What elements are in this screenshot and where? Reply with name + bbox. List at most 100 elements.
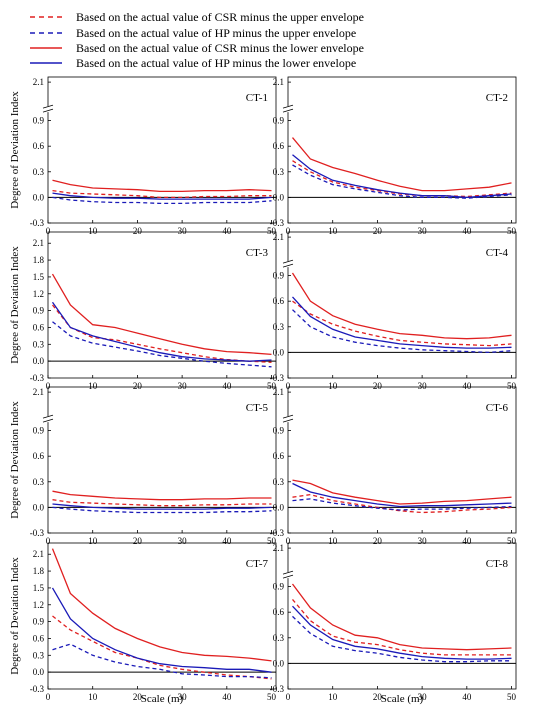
y-tick-label: 2.1 <box>273 387 284 397</box>
series-line-1 <box>292 493 512 514</box>
y-tick-label: 1.2 <box>33 600 44 610</box>
axis-break-gap <box>284 261 292 268</box>
x-tick-label: 50 <box>267 692 277 702</box>
y-tick-label: 0.9 <box>273 271 285 281</box>
series-line-2 <box>292 615 512 663</box>
series-line-2 <box>52 196 272 205</box>
plot-frame <box>287 231 517 379</box>
y-tick-label: 0.6 <box>33 633 45 643</box>
series-line-1 <box>292 160 512 198</box>
y-tick-label: 0.3 <box>273 167 285 177</box>
x-tick-label: 20 <box>133 226 143 236</box>
plot-frame <box>47 542 277 690</box>
axis-break-gap <box>44 416 52 423</box>
y-tick-label: 2.1 <box>33 549 44 559</box>
series-line-4 <box>52 192 272 200</box>
series-line-4 <box>292 296 512 349</box>
x-tick-label: 0 <box>46 536 51 546</box>
plot-frame <box>287 386 517 534</box>
x-tick-label: 50 <box>267 536 277 546</box>
y-tick-label: 0.0 <box>273 347 285 357</box>
y-tick-label: 0.3 <box>273 633 285 643</box>
axis-break-line <box>282 570 294 575</box>
axis-break-marker <box>282 414 294 423</box>
series-line-4 <box>51 301 272 362</box>
legend-label-1: Based on the actual value of CSR minus t… <box>76 10 364 24</box>
y-tick-label: 2.1 <box>273 232 284 242</box>
series-line-3 <box>291 583 512 651</box>
x-tick-label: 10 <box>88 536 98 546</box>
y-tick-label: 0.9 <box>273 116 285 126</box>
y-tick-label: 2.1 <box>273 543 284 553</box>
legend-entry-3: Based on the actual value of CSR minus t… <box>30 41 364 55</box>
x-tick-label: 40 <box>462 692 472 702</box>
series-line-1 <box>52 499 272 507</box>
chart-legend: Based on the actual value of CSR minus t… <box>30 10 364 70</box>
panel-label: CT-8 <box>486 558 509 570</box>
y-tick-label: 0.3 <box>273 477 285 487</box>
y-axis-title: Degree of Deviation Index <box>9 91 21 209</box>
y-tick-label: 2.1 <box>33 238 44 248</box>
x-tick-label: 20 <box>373 692 383 702</box>
x-tick-label: 0 <box>46 381 51 391</box>
y-tick-label: -0.3 <box>270 528 285 538</box>
y-tick-label: 0.6 <box>33 451 45 461</box>
series-line-4 <box>292 605 512 660</box>
series-line-2 <box>292 309 512 354</box>
y-tick-label: 0.0 <box>273 502 285 512</box>
series-line-1 <box>292 300 512 347</box>
x-tick-label: 10 <box>88 226 98 236</box>
panel-ct-2: 0 10 20 30 40 50-0.30.00.30.60.92.1CT-2 <box>270 76 517 236</box>
legend-label-3: Based on the actual value of CSR minus t… <box>76 41 364 55</box>
x-tick-label: 40 <box>222 536 232 546</box>
legend-label-2: Based on the actual value of HP minus th… <box>76 26 356 40</box>
y-tick-label: 0.9 <box>273 582 285 592</box>
panel-label: CT-1 <box>246 92 268 104</box>
series-line-2 <box>52 321 272 368</box>
panel-ct-4: 0 10 20 30 40 50-0.30.00.30.60.92.1CT-4 <box>270 231 517 391</box>
y-tick-label: 0.0 <box>33 667 45 677</box>
x-tick-label: 20 <box>133 692 143 702</box>
x-tick-label: 20 <box>133 381 143 391</box>
x-tick-label: 20 <box>373 381 383 391</box>
x-axis-title: Scale (m) <box>141 693 184 705</box>
y-tick-label: -0.3 <box>270 684 285 694</box>
series-line-1 <box>52 615 272 680</box>
x-tick-label: 30 <box>178 692 188 702</box>
x-tick-label: 0 <box>286 226 291 236</box>
panel-ct-8: 0 10 20 30 40 50-0.30.00.30.60.92.1CT-8 <box>270 542 517 702</box>
x-tick-label: 10 <box>328 536 338 546</box>
y-tick-label: 0.3 <box>33 477 45 487</box>
series-line-2 <box>52 643 272 679</box>
x-tick-label: 30 <box>178 226 188 236</box>
y-tick-label: 1.8 <box>33 566 45 576</box>
panel-label: CT-6 <box>486 402 509 414</box>
y-tick-label: 0.0 <box>273 192 285 202</box>
panel-label: CT-5 <box>246 402 269 414</box>
y-tick-label: 0.0 <box>273 658 285 668</box>
y-axis-title: Degree of Deviation Index <box>9 246 21 364</box>
series-line-2 <box>292 164 512 199</box>
x-tick-label: 50 <box>507 536 517 546</box>
y-tick-label: 0.6 <box>273 451 285 461</box>
panel-label: CT-4 <box>486 247 509 259</box>
y-tick-label: 0.3 <box>33 167 45 177</box>
y-tick-label: -0.3 <box>270 373 285 383</box>
y-axis-title: Degree of Deviation Index <box>9 401 21 519</box>
axis-break-marker <box>282 104 294 113</box>
axis-break-marker <box>42 104 54 113</box>
series-line-1 <box>292 598 512 656</box>
plot-frame <box>287 542 517 690</box>
axis-break-line <box>282 418 294 423</box>
x-tick-label: 50 <box>507 692 517 702</box>
series-line-3 <box>52 179 272 193</box>
axis-break-line <box>42 418 54 423</box>
axis-break-marker <box>42 414 54 423</box>
series-line-1 <box>52 189 272 199</box>
axis-break-line <box>282 414 294 419</box>
x-tick-label: 50 <box>507 226 517 236</box>
axis-break-line <box>282 574 294 579</box>
x-tick-label: 0 <box>286 381 291 391</box>
y-tick-label: 0.0 <box>33 502 45 512</box>
panel-ct-3: 0 10 20 30 40 50 -0.3 0.0 0.3 0.6 0.9 1.2 1.5 1.8 2.1 C… <box>30 231 277 391</box>
